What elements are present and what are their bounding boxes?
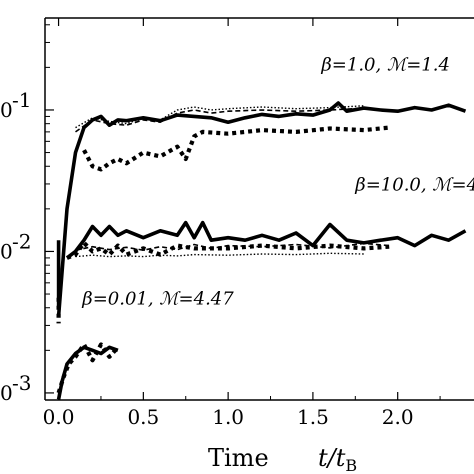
y-tick-exponent: -2	[12, 229, 31, 253]
y-tick-label: 0	[0, 98, 13, 122]
x-axis-label: Time	[208, 444, 269, 472]
series-beta_1.0-dashed-line	[75, 107, 390, 133]
series-beta_1.0-dotted-thick-line	[82, 125, 390, 172]
series-beta_1.0-dotted-thin-line	[75, 105, 364, 129]
y-tick-exponent: -1	[12, 88, 31, 112]
x-tick-label: 2.0	[382, 405, 414, 429]
series-beta_1.0-solid-line	[56, 101, 467, 317]
series-beta_10.0-solid-line	[65, 220, 467, 260]
series-beta_10.0-dotted-thin-line	[75, 252, 364, 258]
annotation-layer: β=1.0, ℳ=1.4 β=10.0, ℳ=4 β=0.01, ℳ=4.47	[81, 55, 474, 310]
x-tick-label: 0.0	[43, 405, 75, 429]
axis-label-layer: Time t/tB	[208, 444, 357, 474]
series-layer	[56, 101, 467, 400]
annotation-3: β=0.01, ℳ=4.47	[81, 289, 234, 310]
y-tick-label: 0	[0, 239, 13, 263]
x-tick-label: 1.0	[212, 405, 244, 429]
ticks-layer: 0.0 0.5 1.0 1.5 2.00 -30 -20 -1	[0, 18, 441, 429]
x-axis-math-sub: B	[345, 456, 357, 474]
series-beta_10.0-dashed-line	[75, 242, 390, 251]
x-tick-label: 1.5	[297, 405, 329, 429]
series-beta_0.01-dotted-thick-line	[56, 342, 120, 394]
annotation-2: β=10.0, ℳ=4	[354, 174, 474, 195]
x-axis-label-math: t/tB	[318, 444, 357, 474]
y-tick-exponent: -3	[12, 371, 31, 395]
series-beta_10.0-dotted-thick-line	[66, 240, 390, 260]
y-tick-label: 0	[0, 381, 13, 405]
x-tick-label: 0.5	[127, 405, 159, 429]
x-axis-math-main: t/t	[318, 444, 346, 472]
annotation-1: β=1.0, ℳ=1.4	[320, 55, 450, 76]
